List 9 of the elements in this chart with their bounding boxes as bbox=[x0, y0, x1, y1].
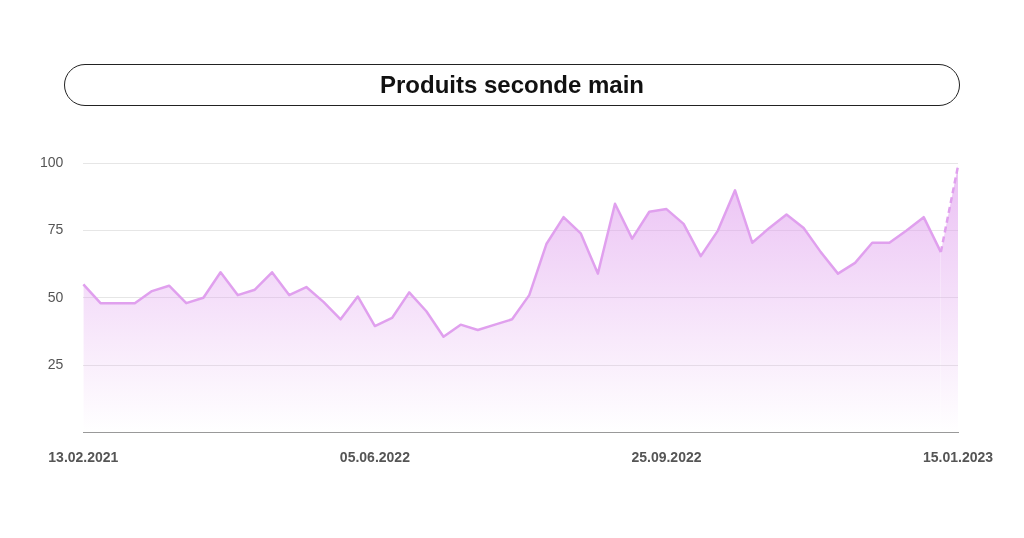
y-tick-label: 100 bbox=[40, 154, 64, 171]
x-tick-label: 15.01.2023 bbox=[922, 449, 994, 466]
x-tick-label: 05.06.2022 bbox=[339, 449, 411, 466]
x-tick-label: 25.09.2022 bbox=[631, 449, 702, 466]
y-tick-label: 50 bbox=[47, 288, 64, 305]
chart-title: Produits seconde main bbox=[64, 64, 960, 106]
y-tick-label: 25 bbox=[47, 355, 64, 372]
x-tick-label: 13.02.2021 bbox=[48, 449, 119, 466]
y-tick-label: 75 bbox=[47, 221, 64, 238]
